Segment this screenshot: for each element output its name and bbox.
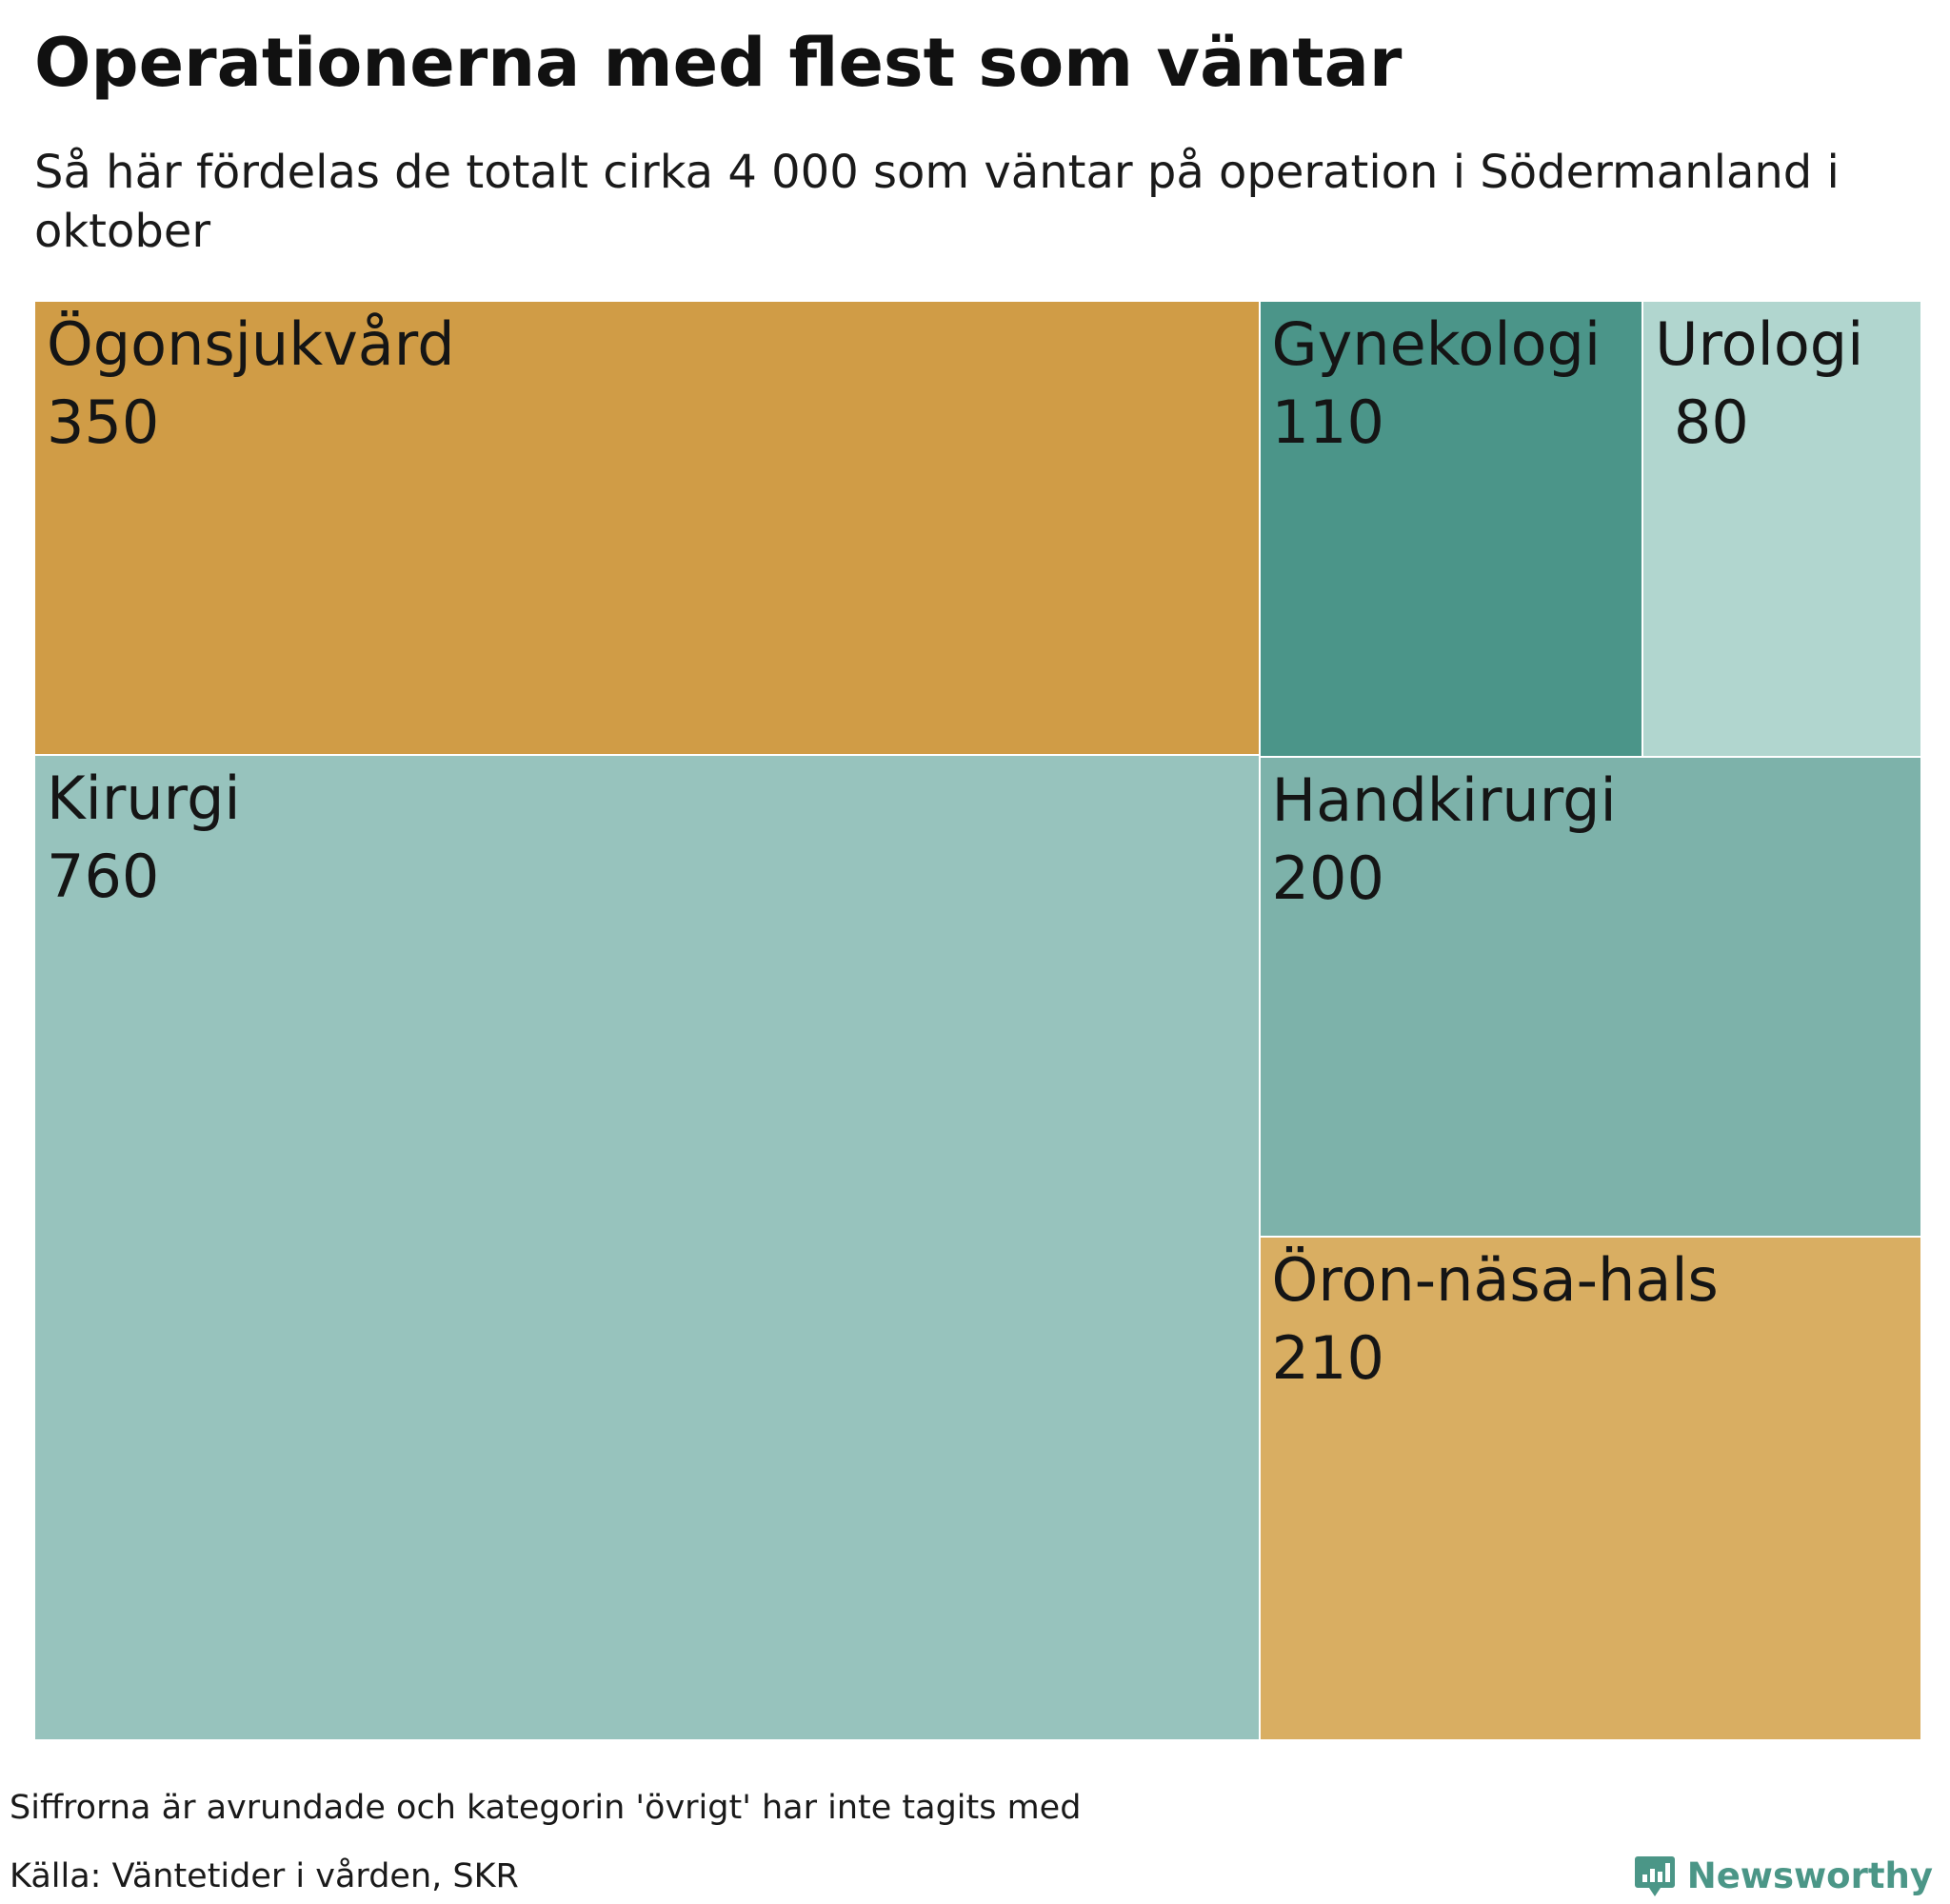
tile-name-gynekologi: Gynekologi	[1271, 309, 1602, 379]
tile-value-urologi: 80	[1655, 387, 1749, 457]
treemap-tile-oron-nasa-hals: Öron-näsa-hals 210	[1259, 1236, 1921, 1740]
chart-subtitle: Så här fördelas de totalt cirka 4 000 so…	[34, 146, 1840, 258]
brand-name: Newsworthy	[1686, 1855, 1933, 1896]
tile-name-ogonsjukvard: Ögonsjukvård	[47, 309, 455, 379]
tile-name-handkirurgi: Handkirurgi	[1271, 764, 1617, 835]
tile-name-oron-nasa-hals: Öron-näsa-hals	[1271, 1244, 1719, 1315]
treemap-label-ogonsjukvard: Ögonsjukvård 350	[47, 306, 455, 462]
chart-title: Operationerna med flest som väntar	[34, 24, 1403, 102]
treemap-tile-urologi: Urologi 80	[1642, 301, 1921, 757]
footnote: Siffrorna är avrundade och kategorin 'öv…	[10, 1789, 1082, 1827]
treemap-label-handkirurgi: Handkirurgi 200	[1272, 762, 1617, 918]
newsworthy-logo-icon	[1634, 1856, 1675, 1896]
tile-name-urologi: Urologi	[1655, 309, 1864, 379]
treemap-tile-ogonsjukvard: Ögonsjukvård 350	[34, 301, 1260, 755]
treemap-label-urologi: Urologi 80	[1655, 306, 1863, 462]
treemap-label-gynekologi: Gynekologi 110	[1272, 306, 1602, 462]
tile-value-kirurgi: 760	[47, 841, 160, 911]
treemap-label-kirurgi: Kirurgi 760	[47, 760, 241, 916]
treemap-tile-kirurgi: Kirurgi 760	[34, 754, 1260, 1740]
tile-value-gynekologi: 110	[1271, 387, 1384, 457]
treemap-tile-gynekologi: Gynekologi 110	[1259, 301, 1643, 757]
treemap-chart: Ögonsjukvård 350 Kirurgi 760 Gynekologi 110 Ur…	[34, 301, 1921, 1740]
newsworthy-logo: Newsworthy	[1634, 1851, 1933, 1902]
tile-value-oron-nasa-hals: 210	[1271, 1322, 1384, 1393]
tile-name-kirurgi: Kirurgi	[47, 763, 241, 833]
tile-value-handkirurgi: 200	[1271, 843, 1384, 913]
treemap-label-oron-nasa-hals: Öron-näsa-hals 210	[1272, 1241, 1719, 1398]
treemap-tile-handkirurgi: Handkirurgi 200	[1259, 756, 1921, 1237]
tile-value-ogonsjukvard: 350	[47, 387, 160, 457]
source-text: Källa: Väntetider i vården, SKR	[10, 1857, 519, 1895]
